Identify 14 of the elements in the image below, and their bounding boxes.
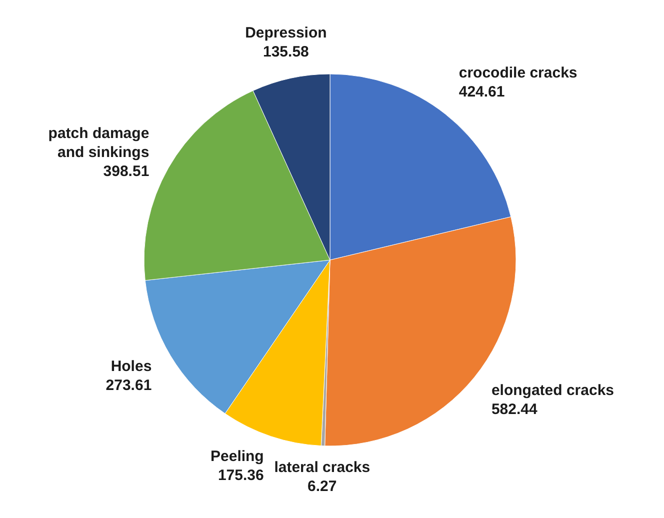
slice-label: Holes [110, 358, 152, 376]
data-label: 273.61 [106, 377, 152, 394]
slice-label: crocodile cracks [458, 64, 578, 82]
slice-label: Peeling [210, 448, 264, 466]
data-label: 424.61 [458, 84, 505, 101]
slice-label: Depression [245, 24, 327, 42]
slice-label: lateral cracks [274, 458, 370, 476]
data-label: 135.58 [263, 44, 309, 61]
data-label: 175.36 [218, 467, 264, 484]
data-label: 398.51 [103, 163, 150, 180]
slice-label: elongated cracks [491, 382, 614, 400]
slice-label: patch damage and sinkings [48, 125, 150, 162]
data-label: 6.27 [308, 478, 337, 495]
data-label: 582.44 [491, 401, 538, 418]
